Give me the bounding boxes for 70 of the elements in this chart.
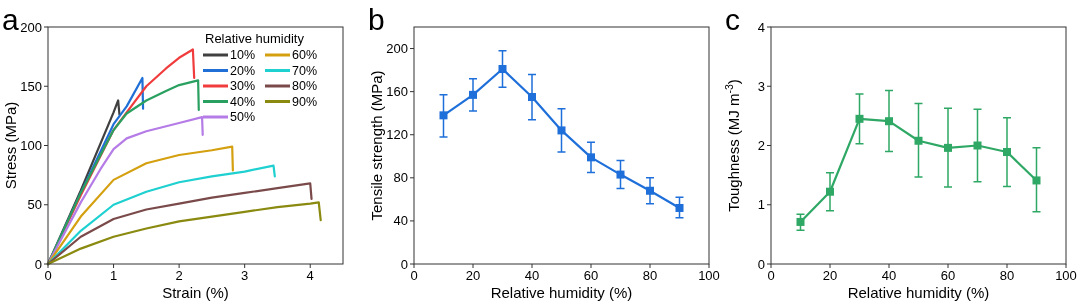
- x-tick-label: 100: [1055, 268, 1077, 283]
- point: [855, 114, 864, 123]
- x-tick-label: 4: [306, 268, 314, 283]
- point: [616, 170, 625, 179]
- point: [469, 90, 477, 99]
- point: [1032, 176, 1041, 185]
- y-tick-label: 200: [20, 19, 42, 35]
- x-tick-label: 2: [175, 268, 183, 283]
- y-tick-label: 80: [393, 170, 408, 186]
- point: [528, 93, 536, 102]
- y-tick-label: 4: [757, 19, 765, 35]
- x-axis-title: Relative humidity (%): [490, 284, 633, 301]
- point: [914, 136, 923, 145]
- chart-title: c: [725, 3, 740, 36]
- y-axis-title: Tensile strength (MPa): [368, 70, 385, 221]
- chart-title: a: [2, 3, 19, 36]
- x-tick-label: 20: [465, 268, 481, 283]
- point: [675, 203, 684, 212]
- y-tick-label: 0: [757, 256, 765, 272]
- point: [557, 126, 566, 135]
- point: [826, 187, 834, 196]
- legend-label: 90%: [292, 94, 318, 109]
- x-tick-label: 0: [410, 268, 418, 283]
- x-axis-title: Relative humidity (%): [847, 284, 990, 301]
- y-tick-label: 1: [757, 197, 765, 213]
- y-tick-label: 0: [34, 256, 42, 272]
- x-tick-label: 80: [642, 268, 658, 283]
- legend-label: 30%: [230, 79, 256, 93]
- y-tick-label: 200: [386, 41, 408, 57]
- x-tick-label: 0: [44, 268, 52, 283]
- x-tick-label: 3: [241, 268, 249, 283]
- y-tick-label: 100: [20, 138, 42, 153]
- x-tick-label: 100: [698, 268, 720, 283]
- x-tick-label: 60: [940, 268, 956, 283]
- legend-label: 60%: [292, 48, 318, 62]
- y-axis-title: Stress (MPa): [2, 101, 19, 190]
- x-tick-label: 60: [583, 268, 599, 283]
- legend-label: 50%: [230, 110, 256, 124]
- legend-label: 80%: [292, 79, 318, 93]
- point: [646, 186, 654, 195]
- line-series: [46, 201, 322, 266]
- x-tick-label: 80: [999, 268, 1015, 283]
- y-tick-label: 0: [400, 256, 408, 272]
- y-tick-label: 160: [386, 84, 408, 100]
- y-tick-label: 50: [27, 197, 42, 213]
- legend-label: 70%: [292, 63, 318, 78]
- x-tick-label: 40: [524, 268, 540, 283]
- point: [439, 111, 448, 120]
- x-tick-label: 0: [767, 268, 775, 283]
- y-tick-label: 120: [386, 127, 408, 143]
- x-axis-title: Strain (%): [162, 284, 229, 301]
- legend-label: 10%: [230, 48, 256, 62]
- point: [944, 143, 952, 152]
- y-tick-label: 2: [757, 138, 765, 153]
- legend-title: Relative humidity: [205, 31, 305, 46]
- point: [498, 65, 507, 74]
- point: [885, 117, 893, 126]
- point: [1003, 148, 1011, 157]
- point: [973, 141, 982, 150]
- point: [587, 153, 595, 162]
- y-tick-label: 3: [757, 78, 765, 94]
- y-tick-label: 150: [20, 78, 42, 94]
- x-tick-label: 1: [109, 268, 118, 283]
- chart-title: b: [368, 3, 385, 36]
- x-tick-label: 40: [881, 268, 897, 283]
- legend-label: 40%: [230, 94, 256, 109]
- legend-label: 20%: [230, 63, 256, 78]
- x-tick-label: 20: [822, 268, 838, 283]
- point: [796, 217, 805, 226]
- y-tick-label: 40: [393, 213, 408, 229]
